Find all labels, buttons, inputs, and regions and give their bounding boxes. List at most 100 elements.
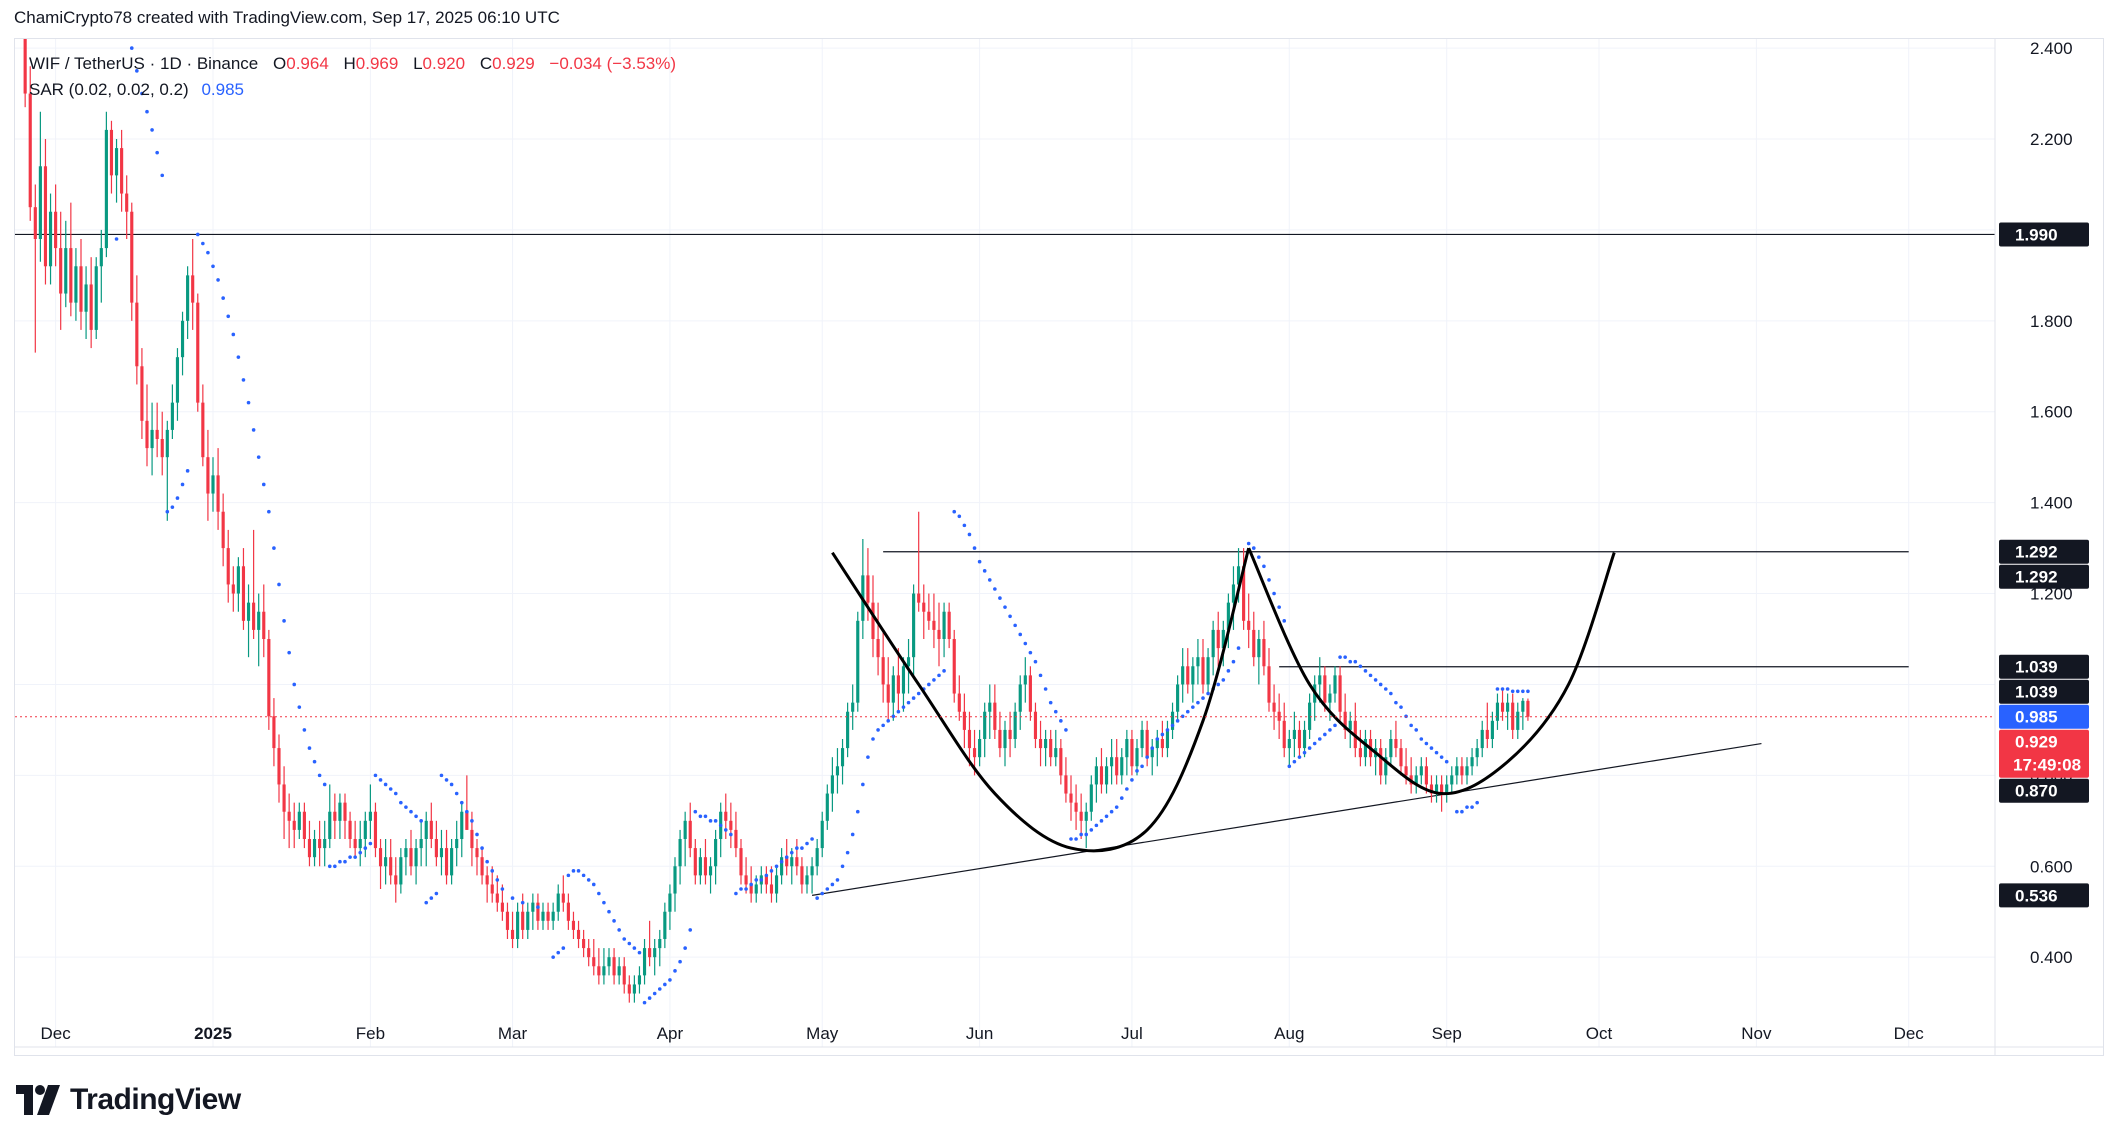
candle-body — [536, 902, 540, 921]
sar-dot — [1287, 764, 1292, 769]
sar-dot — [1348, 659, 1353, 664]
price-axis-label: 1.400 — [2030, 494, 2073, 513]
candle-body — [642, 948, 647, 976]
candle-body — [1150, 748, 1154, 758]
price-tag — [1999, 564, 2089, 589]
sar-dot — [723, 828, 728, 832]
sar-dot — [1114, 805, 1119, 809]
tradingview-logo[interactable]: TradingView — [16, 1080, 241, 1120]
candle-body — [292, 820, 296, 830]
sar-dot — [591, 882, 596, 887]
open-value: 0.964 — [286, 54, 329, 73]
author-attribution: ChamiCrypto78 created with TradingView.c… — [14, 8, 560, 27]
candle-body — [1013, 711, 1017, 739]
change-value: −0.034 (−3.53%) — [549, 54, 677, 73]
price-chart[interactable]: 0.4000.6000.8001.2001.4001.6001.8002.200… — [15, 39, 2103, 1055]
candle-body — [1206, 657, 1210, 685]
candle-body — [495, 893, 499, 903]
candle-body — [1104, 766, 1109, 785]
candle-body — [526, 911, 530, 930]
candle-body — [576, 929, 581, 939]
sar-dot — [1378, 682, 1383, 687]
sar-dot — [556, 950, 561, 955]
time-axis-label: Dec — [40, 1024, 71, 1043]
sar-dot — [957, 514, 962, 519]
candle-body — [1242, 566, 1246, 621]
sar-dot — [267, 509, 271, 514]
sar-dot — [581, 873, 586, 878]
sar-dot — [1373, 678, 1378, 682]
candle-body — [1247, 620, 1251, 630]
candle-body — [1318, 675, 1322, 685]
candle-body — [846, 711, 850, 749]
sar-dot — [1257, 555, 1261, 559]
candle-body — [439, 848, 444, 858]
sar-dot — [404, 805, 408, 809]
candle-body — [333, 811, 337, 821]
candle-body — [886, 684, 890, 703]
chart-panel[interactable]: 0.4000.6000.8001.2001.4001.6001.8002.200… — [14, 38, 2104, 1056]
tradingview-logo-icon — [16, 1085, 60, 1115]
candle-body — [1287, 739, 1291, 749]
sar-dot — [698, 814, 703, 819]
sar-dot — [510, 896, 515, 900]
candle-body — [901, 666, 906, 694]
cup-curve — [831, 547, 1251, 853]
sar-dot — [373, 773, 378, 778]
sar-dot — [1033, 659, 1038, 664]
high-label: H — [343, 54, 356, 73]
sar-dot — [1216, 682, 1221, 687]
candle-body — [1003, 729, 1007, 749]
sar-dot — [1510, 689, 1515, 694]
sar-dot — [800, 846, 804, 850]
candle-body — [637, 975, 642, 985]
sar-dot — [916, 691, 921, 696]
candle-body — [592, 957, 596, 967]
sar-dot — [520, 900, 525, 905]
candle-body — [1054, 748, 1058, 758]
candle-body — [150, 429, 154, 449]
sar-label[interactable]: SAR (0.02, 0.02, 0.2) — [29, 80, 189, 99]
sar-dot — [942, 669, 946, 673]
sar-dot — [1470, 805, 1474, 809]
candle-body — [165, 429, 169, 458]
candle-body — [780, 857, 784, 876]
candle-body — [485, 875, 489, 885]
candle-body — [1201, 657, 1205, 685]
sar-dot — [414, 814, 418, 819]
price-tag-label: 0.870 — [2015, 782, 2058, 801]
sar-dot — [459, 800, 464, 805]
sar-dot — [114, 237, 119, 241]
sar-dot — [475, 832, 479, 837]
candle-body — [1170, 711, 1175, 730]
sar-dot — [1206, 691, 1210, 696]
price-tag-label: 1.990 — [2015, 225, 2058, 244]
candle-body — [1267, 666, 1271, 703]
candle-body — [693, 848, 697, 876]
sar-dot — [749, 882, 753, 887]
candle-body — [500, 902, 504, 912]
sar-dot — [1409, 723, 1413, 728]
candle-body — [109, 129, 114, 176]
candle-body — [653, 948, 657, 958]
candle-body — [922, 602, 926, 612]
candle-body — [658, 939, 662, 949]
low-label: L — [413, 54, 423, 73]
sar-dot — [1475, 800, 1479, 805]
sar-dot — [642, 1000, 647, 1005]
candle-body — [988, 702, 992, 712]
candle-body — [429, 820, 433, 839]
low-value: 0.920 — [422, 54, 466, 73]
candle-body — [1440, 784, 1444, 794]
candle-body — [140, 366, 144, 421]
candle-body — [551, 911, 555, 921]
candle-body — [297, 811, 301, 830]
price-tag — [1999, 539, 2089, 564]
symbol-label[interactable]: WIF / TetherUS · 1D · Binance — [29, 54, 259, 73]
sar-dot — [652, 991, 657, 996]
candle-body — [414, 848, 418, 867]
candle-body — [744, 875, 748, 885]
candle-body — [891, 675, 895, 703]
candle-body — [1384, 757, 1388, 776]
candle-body — [556, 893, 560, 912]
